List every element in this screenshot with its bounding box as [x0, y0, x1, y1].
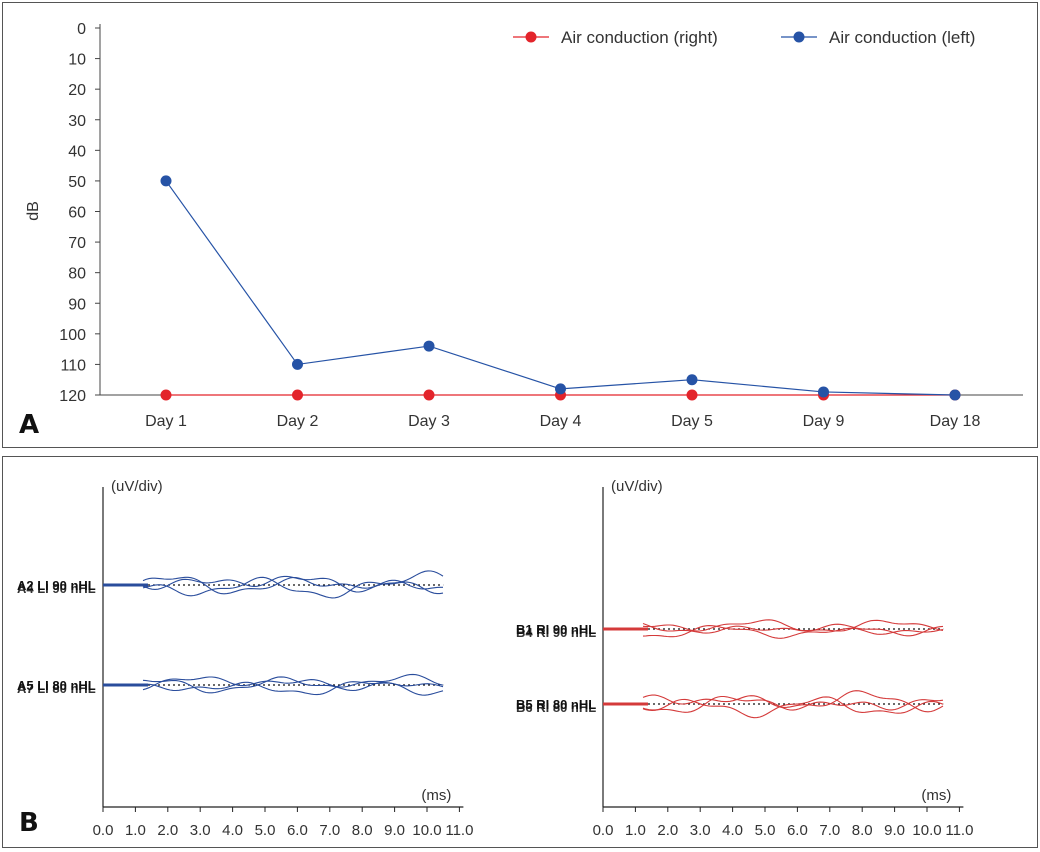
x-tick-label: Day 2: [277, 413, 319, 430]
x-tick-label: 4.0: [722, 822, 743, 839]
waveform-trace: [642, 695, 944, 713]
panel-label-b: B: [19, 808, 39, 838]
panel-label-a: A: [19, 410, 39, 440]
x-tick-label: Day 5: [671, 413, 713, 430]
x-tick-label: 9.0: [384, 822, 405, 839]
x-tick-label: 7.0: [819, 822, 840, 839]
series-line-left: [165, 180, 956, 396]
trace-label-overlap: B6 RI 80 nHL: [516, 700, 596, 715]
y-tick-label: 30: [68, 113, 86, 130]
x-tick-label: Day 18: [930, 413, 981, 430]
data-point-right: [423, 389, 435, 401]
x-tick-label: Day 1: [145, 413, 187, 430]
y-tick-label: 80: [68, 266, 86, 283]
x-tick-label: 2.0: [157, 822, 178, 839]
y-tick-label: 10: [68, 52, 86, 69]
x-tick-label: 10.0: [412, 822, 441, 839]
waveform-trace: [142, 576, 443, 595]
x-axis-unit-label: (ms): [421, 787, 451, 804]
waveform-trace: [642, 690, 944, 713]
legend-label: Air conduction (left): [829, 28, 975, 47]
panel-a-audiogram: 0 10 20 30 40 50 60 70 80 90 100 110 120 dB Day 1 Day 2…: [2, 2, 1038, 448]
data-point-left: [686, 374, 698, 386]
x-tick-label: 1.0: [625, 822, 646, 839]
data-point-left: [818, 386, 829, 398]
x-tick-label: 6.0: [787, 822, 808, 839]
y-tick-label: 50: [68, 174, 86, 191]
x-tick-label: 2.0: [657, 822, 678, 839]
y-tick-label: 40: [68, 143, 86, 160]
trace-label-overlap: B4 RI 90 nHL: [516, 625, 596, 640]
y-axis-label: dB: [25, 201, 42, 221]
x-tick-label: 8.0: [852, 822, 873, 839]
x-tick-label: Day 9: [803, 413, 845, 430]
data-point-left: [292, 358, 303, 370]
y-axis-unit-label: (uV/div): [611, 478, 663, 495]
x-tick-label: 0.0: [593, 822, 614, 839]
y-tick-label: 0: [77, 21, 86, 38]
y-tick-label: 90: [68, 296, 86, 313]
trace-label-overlap: A4 LI 90 nHL: [17, 581, 96, 596]
waveform-trace: [642, 696, 944, 719]
legend-marker: [525, 31, 537, 43]
waveform-trace: [142, 576, 444, 599]
x-tick-label: 5.0: [255, 822, 276, 839]
y-tick-label: 70: [68, 235, 86, 252]
data-point-right: [686, 389, 698, 401]
x-tick-label: 3.0: [690, 822, 711, 839]
y-tick-label: 20: [68, 82, 86, 99]
x-tick-label: Day 3: [408, 413, 450, 430]
legend-label: Air conduction (right): [561, 28, 718, 47]
y-tick-label: 100: [59, 327, 86, 344]
x-tick-label: Day 4: [540, 413, 582, 430]
y-axis-unit-label: (uV/div): [111, 478, 163, 495]
data-point-left: [160, 175, 172, 187]
x-tick-label: 5.0: [755, 822, 776, 839]
x-tick-label: 3.0: [190, 822, 211, 839]
trace-label: A5 LI 80 nHL: [17, 678, 96, 693]
x-tick-label: 9.0: [884, 822, 905, 839]
data-point-left: [555, 383, 566, 395]
abr-waveform-charts: (uV/div) (ms) 0.0 1.0 2.0 3.0 4.0 5.0 6.0 7.0 8.0 9…: [17, 478, 973, 839]
trace-label: B1 RI 90 nHL: [516, 622, 596, 637]
data-point-left: [949, 389, 961, 401]
waveform-trace: [142, 570, 444, 593]
waveform-trace: [142, 673, 444, 691]
data-point-right: [292, 389, 303, 401]
x-tick-label: 1.0: [125, 822, 146, 839]
x-tick-label: 7.0: [319, 822, 340, 839]
y-tick-label: 120: [59, 388, 86, 405]
audiogram-chart: 0 10 20 30 40 50 60 70 80 90 100 110 120 dB Day 1 Day 2…: [19, 21, 1023, 440]
x-axis-unit-label: (ms): [921, 787, 951, 804]
data-point-right: [160, 389, 172, 401]
x-tick-label: 8.0: [352, 822, 373, 839]
data-point-left: [423, 340, 435, 352]
x-tick-label: 11.0: [445, 822, 473, 839]
y-tick-label: 60: [68, 205, 86, 222]
y-tick-label: 110: [60, 357, 86, 374]
trace-label: A2 LI 90 nHL: [17, 578, 96, 593]
trace-label-overlap: A7 LI 80 nHL: [17, 681, 96, 696]
x-tick-label: 11.0: [945, 822, 973, 839]
x-tick-label: 6.0: [287, 822, 308, 839]
waveform-trace: [642, 625, 944, 639]
trace-label: B5 RI 80 nHL: [516, 697, 596, 712]
legend-marker: [793, 31, 805, 43]
panel-b-abr: (uV/div) (ms) 0.0 1.0 2.0 3.0 4.0 5.0 6.0 7.0 8.0 9…: [2, 456, 1038, 848]
waveform-trace: [142, 681, 444, 696]
x-tick-label: 0.0: [93, 822, 114, 839]
x-tick-label: 10.0: [912, 822, 941, 839]
x-tick-label: 4.0: [222, 822, 243, 839]
